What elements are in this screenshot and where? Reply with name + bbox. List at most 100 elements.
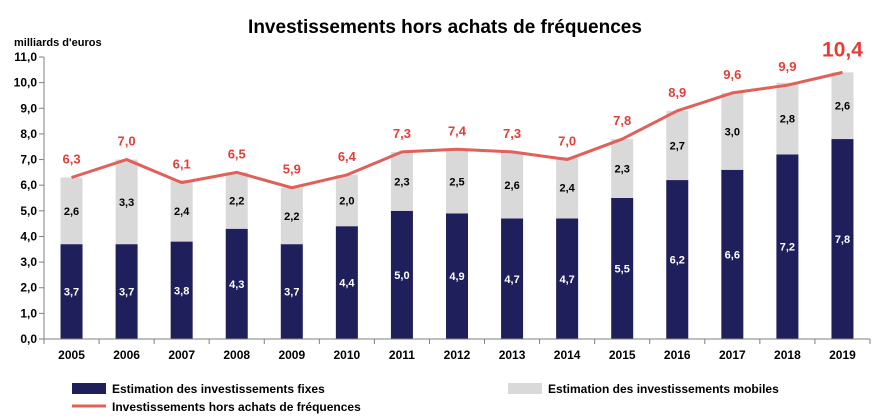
total-label: 9,9	[778, 59, 796, 74]
total-label: 7,0	[558, 134, 576, 149]
x-tick-label: 2006	[113, 348, 140, 362]
y-tick-label: 3,0	[20, 255, 37, 269]
x-tick-label: 2005	[58, 348, 85, 362]
y-axis: 0,0 1,0 2,0 3,0 4,0 5,0 6,0 7,0 8,0 9,0 10,0 11,0	[14, 50, 45, 346]
bar-fixed-label: 5,5	[615, 264, 630, 276]
x-tick-label: 2019	[829, 348, 856, 362]
bar-fixed-label: 4,7	[504, 274, 519, 286]
bar-fixed-label: 4,7	[559, 274, 574, 286]
bar-mobile	[280, 187, 303, 245]
bar-fixed-label: 4,9	[449, 271, 464, 283]
y-tick-label: 5,0	[20, 204, 37, 218]
total-label: 8,9	[668, 85, 686, 100]
bar-fixed-label: 7,8	[835, 234, 850, 246]
y-tick-label: 4,0	[20, 229, 37, 243]
bar-mobile-label: 2,2	[229, 196, 244, 208]
x-axis: 2005 2006 2007 2008 2009 2010 2011 2012 2013 2014…	[43, 338, 871, 362]
y-tick-label: 10,0	[14, 76, 38, 90]
bar-fixed	[335, 226, 358, 339]
total-line	[71, 70, 843, 190]
bar-fixed-label: 7,2	[780, 242, 795, 254]
bar-mobile-label: 3,0	[725, 126, 740, 138]
bar-mobile	[115, 159, 138, 245]
bar-mobile	[225, 172, 248, 229]
bar-fixed	[611, 198, 634, 339]
bar-fixed	[831, 139, 854, 339]
x-tick-label: 2010	[334, 348, 361, 362]
total-label: 7,4	[448, 123, 467, 138]
bar-mobile-label: 2,3	[394, 176, 409, 188]
bar-fixed	[501, 218, 524, 339]
bars: 3,7 2,6 3,7 3,3 3,8 2,4 4,3 2,2 3,7 2,2 4,4 2,0 5,0 2…	[60, 72, 854, 339]
bar-fixed	[666, 180, 689, 339]
bar-mobile-label: 2,6	[504, 180, 519, 192]
y-tick-label: 0,0	[20, 332, 37, 346]
total-label: 7,3	[393, 126, 411, 141]
bar-fixed	[776, 154, 799, 339]
y-tick-label: 2,0	[20, 281, 37, 295]
bar-mobile	[666, 110, 689, 181]
bar-fixed-label: 5,0	[394, 270, 409, 282]
total-line-group: 6,3 7,0 6,1 6,5 5,9 6,4 7,3 7,4 7,3 7,0 7,8 8,9 9,6 9…	[62, 38, 863, 190]
bar-mobile	[556, 156, 579, 219]
legend-label-fixed: Estimation des investissements fixes	[112, 382, 325, 396]
bar-fixed-label: 3,7	[284, 287, 299, 299]
bar-mobile-label: 2,2	[284, 211, 299, 223]
total-label: 9,6	[723, 67, 741, 82]
bar-mobile	[611, 139, 634, 198]
bar-mobile	[501, 151, 524, 219]
bar-mobile-label: 2,5	[449, 176, 464, 188]
bar-fixed-label: 4,4	[339, 278, 355, 290]
bar-mobile	[776, 82, 799, 155]
bar-fixed	[280, 244, 303, 339]
legend-label-total-line: Investissements hors achats de fréquence…	[112, 400, 361, 414]
x-tick-label: 2013	[499, 348, 526, 362]
bar-mobile	[170, 180, 193, 242]
total-label: 7,0	[118, 134, 136, 149]
bar-fixed	[115, 244, 138, 339]
bar-mobile-label: 2,4	[559, 183, 575, 195]
bar-fixed-label: 3,7	[119, 287, 134, 299]
bar-fixed	[721, 169, 744, 339]
bar-fixed	[446, 213, 468, 339]
bar-mobile-label: 2,6	[835, 101, 850, 113]
total-label: 7,8	[613, 113, 631, 128]
y-tick-label: 7,0	[20, 153, 37, 167]
bar-fixed	[225, 228, 248, 339]
x-tick-label: 2015	[609, 348, 636, 362]
bar-mobile	[831, 72, 854, 140]
bar-mobile	[390, 151, 413, 211]
total-label: 6,4	[338, 149, 357, 164]
y-axis-unit: milliards d'euros	[14, 37, 102, 49]
total-label: 6,1	[173, 157, 191, 172]
bar-mobile	[721, 92, 744, 170]
total-label: 10,4	[822, 38, 863, 61]
x-tick-label: 2012	[444, 348, 471, 362]
bar-mobile-label: 2,3	[615, 164, 630, 176]
total-label: 5,9	[283, 162, 301, 177]
x-tick-label: 2011	[389, 348, 415, 362]
total-label: 7,3	[503, 126, 521, 141]
bar-fixed-label: 6,6	[725, 249, 740, 261]
bar-fixed	[170, 241, 193, 339]
x-tick-label: 2017	[719, 348, 746, 362]
chart-title: Investissements hors achats de fréquence…	[248, 17, 642, 38]
x-tick-label: 2009	[278, 348, 305, 362]
x-tick-label: 2016	[664, 348, 691, 362]
bar-fixed	[390, 210, 413, 339]
bar-mobile-label: 2,7	[670, 140, 685, 152]
legend: Estimation des investissements fixes Est…	[72, 382, 779, 414]
legend-swatch-mobile	[508, 383, 542, 394]
total-label: 6,5	[228, 146, 246, 161]
y-tick-label: 11,0	[14, 50, 37, 64]
bar-fixed	[556, 218, 579, 339]
bar-fixed	[60, 244, 83, 339]
legend-label-mobile: Estimation des investissements mobiles	[548, 382, 779, 396]
x-tick-label: 2007	[168, 348, 195, 362]
bar-mobile-label: 2,4	[174, 206, 190, 218]
x-tick-label: 2014	[554, 348, 581, 362]
y-tick-label: 6,0	[20, 178, 37, 192]
legend-swatch-fixed	[72, 383, 106, 394]
bar-mobile-label: 3,3	[119, 197, 134, 209]
